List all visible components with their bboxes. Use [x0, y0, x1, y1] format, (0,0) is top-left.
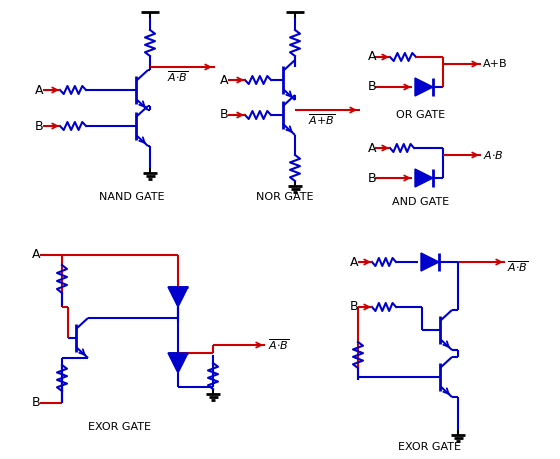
Polygon shape: [421, 253, 439, 271]
Text: B: B: [220, 108, 228, 122]
Polygon shape: [168, 353, 188, 373]
Text: $\overline{A{\cdot}B}$: $\overline{A{\cdot}B}$: [507, 259, 529, 274]
Polygon shape: [415, 169, 433, 187]
Text: NAND GATE: NAND GATE: [99, 192, 165, 202]
Text: $\overline{A{\cdot}B}$: $\overline{A{\cdot}B}$: [268, 338, 290, 353]
Text: EXOR GATE: EXOR GATE: [88, 422, 152, 432]
Text: EXOR GATE: EXOR GATE: [399, 442, 461, 452]
Text: A: A: [220, 73, 228, 86]
Text: B: B: [32, 397, 41, 409]
Text: B: B: [350, 301, 358, 313]
Text: AND GATE: AND GATE: [393, 197, 450, 207]
Polygon shape: [168, 287, 188, 307]
Text: B: B: [368, 172, 377, 185]
Text: $\overline{A{\cdot}B}$: $\overline{A{\cdot}B}$: [167, 69, 188, 84]
Text: A: A: [35, 84, 44, 96]
Text: A: A: [368, 50, 376, 63]
Text: A: A: [368, 141, 376, 155]
Text: A: A: [350, 256, 358, 269]
Text: $A{\cdot}B$: $A{\cdot}B$: [483, 149, 503, 161]
Text: B: B: [35, 119, 44, 133]
Text: $\overline{A{+}B}$: $\overline{A{+}B}$: [308, 112, 335, 127]
Text: B: B: [368, 80, 377, 94]
Text: A: A: [32, 248, 40, 262]
Text: OR GATE: OR GATE: [396, 110, 446, 120]
Text: A+B: A+B: [483, 59, 507, 69]
Text: NOR GATE: NOR GATE: [256, 192, 314, 202]
Polygon shape: [415, 78, 433, 96]
